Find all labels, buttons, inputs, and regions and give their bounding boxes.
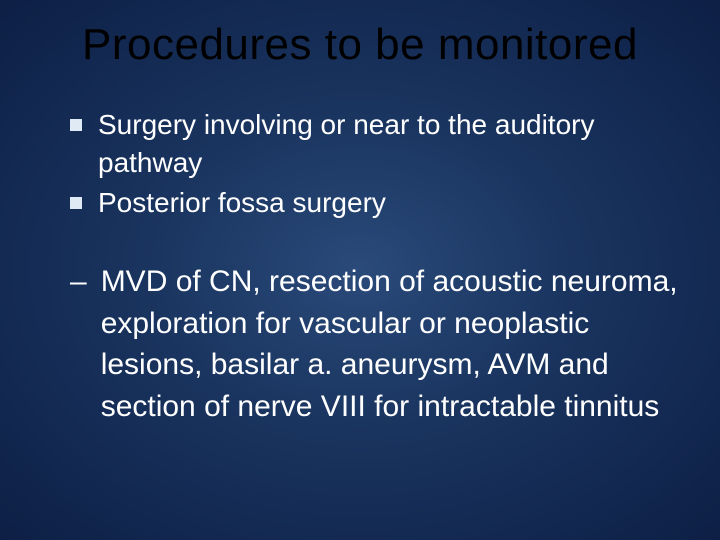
square-bullet-icon xyxy=(70,119,82,131)
bullet-list: Surgery involving or near to the auditor… xyxy=(70,106,680,221)
square-bullet-icon xyxy=(70,197,82,209)
list-item: – MVD of CN, resection of acoustic neuro… xyxy=(70,261,680,427)
bullet-text: Posterior fossa surgery xyxy=(98,184,386,222)
slide-container: Procedures to be monitored Surgery invol… xyxy=(0,0,720,540)
dash-text: MVD of CN, resection of acoustic neuroma… xyxy=(97,261,680,427)
bullet-text: Surgery involving or near to the auditor… xyxy=(98,106,680,182)
list-item: Surgery involving or near to the auditor… xyxy=(70,106,680,182)
dash-block: – MVD of CN, resection of acoustic neuro… xyxy=(70,261,680,427)
list-item: Posterior fossa surgery xyxy=(70,184,680,222)
dash-icon: – xyxy=(70,261,87,302)
slide-title: Procedures to be monitored xyxy=(40,20,680,70)
